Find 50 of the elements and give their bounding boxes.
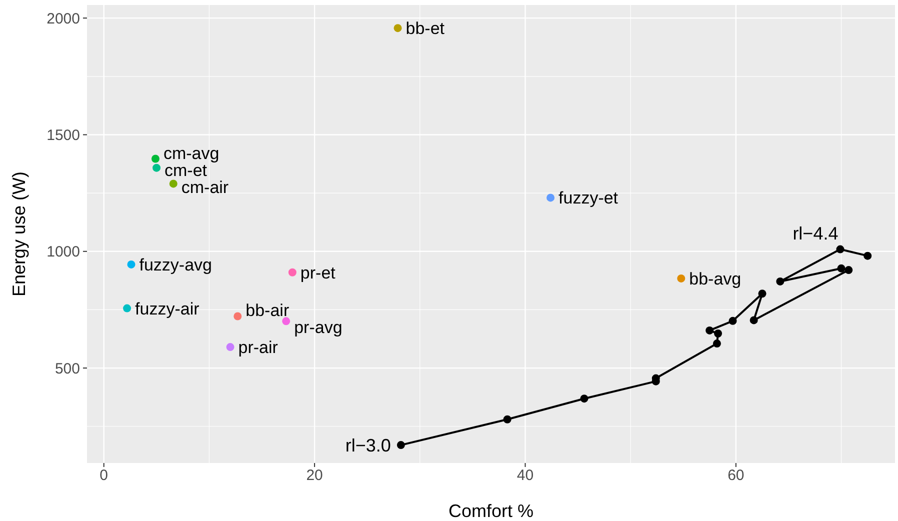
point: [234, 312, 242, 320]
point: [706, 326, 714, 334]
point: [546, 194, 555, 202]
point: [282, 317, 290, 326]
point: [836, 245, 844, 254]
series-label: fuzzy-et: [558, 188, 618, 208]
series-label: pr-air: [238, 338, 278, 357]
y-tick-label: 1000: [46, 244, 80, 261]
x-tick-label: 20: [306, 467, 323, 484]
point: [750, 316, 758, 324]
point: [394, 24, 402, 32]
series-label: cm-et: [164, 161, 208, 180]
point: [864, 252, 872, 260]
series-label: bb-et: [406, 19, 445, 38]
series-label: bb-air: [246, 301, 290, 320]
y-tick-label: 2000: [46, 10, 80, 28]
series-label: cm-air: [181, 178, 229, 198]
point: [503, 415, 512, 424]
point: [677, 274, 686, 282]
series-label: pr-et: [300, 263, 336, 282]
point: [776, 277, 784, 286]
point: [728, 316, 737, 325]
point: [151, 154, 160, 163]
point: [127, 260, 136, 268]
point: [396, 441, 405, 450]
point: [169, 180, 178, 188]
annotation: rl−4.4: [792, 224, 838, 244]
point: [837, 264, 846, 272]
series-label: cm-avg: [163, 144, 220, 163]
x-tick-label: 0: [100, 467, 108, 484]
series-label: fuzzy-avg: [139, 255, 212, 274]
point: [123, 304, 132, 312]
point: [758, 290, 766, 298]
point: [580, 394, 588, 403]
series-label: fuzzy-air: [135, 299, 200, 318]
series-label: bb-avg: [689, 269, 742, 288]
point: [714, 330, 722, 338]
x-tick-label: 60: [728, 467, 744, 484]
annotation: rl−3.0: [345, 435, 391, 456]
x-axis-title: Comfort %: [448, 501, 534, 521]
point: [152, 164, 161, 172]
y-axis-title: Energy use (W): [9, 171, 29, 297]
x-tick-label: 40: [516, 467, 534, 484]
y-tick-label: 1500: [46, 126, 80, 144]
y-tick-label: 500: [54, 360, 80, 378]
point: [288, 268, 296, 276]
point: [844, 266, 853, 274]
series-label: pr-avg: [294, 318, 342, 338]
point: [226, 343, 234, 352]
point: [712, 340, 721, 348]
